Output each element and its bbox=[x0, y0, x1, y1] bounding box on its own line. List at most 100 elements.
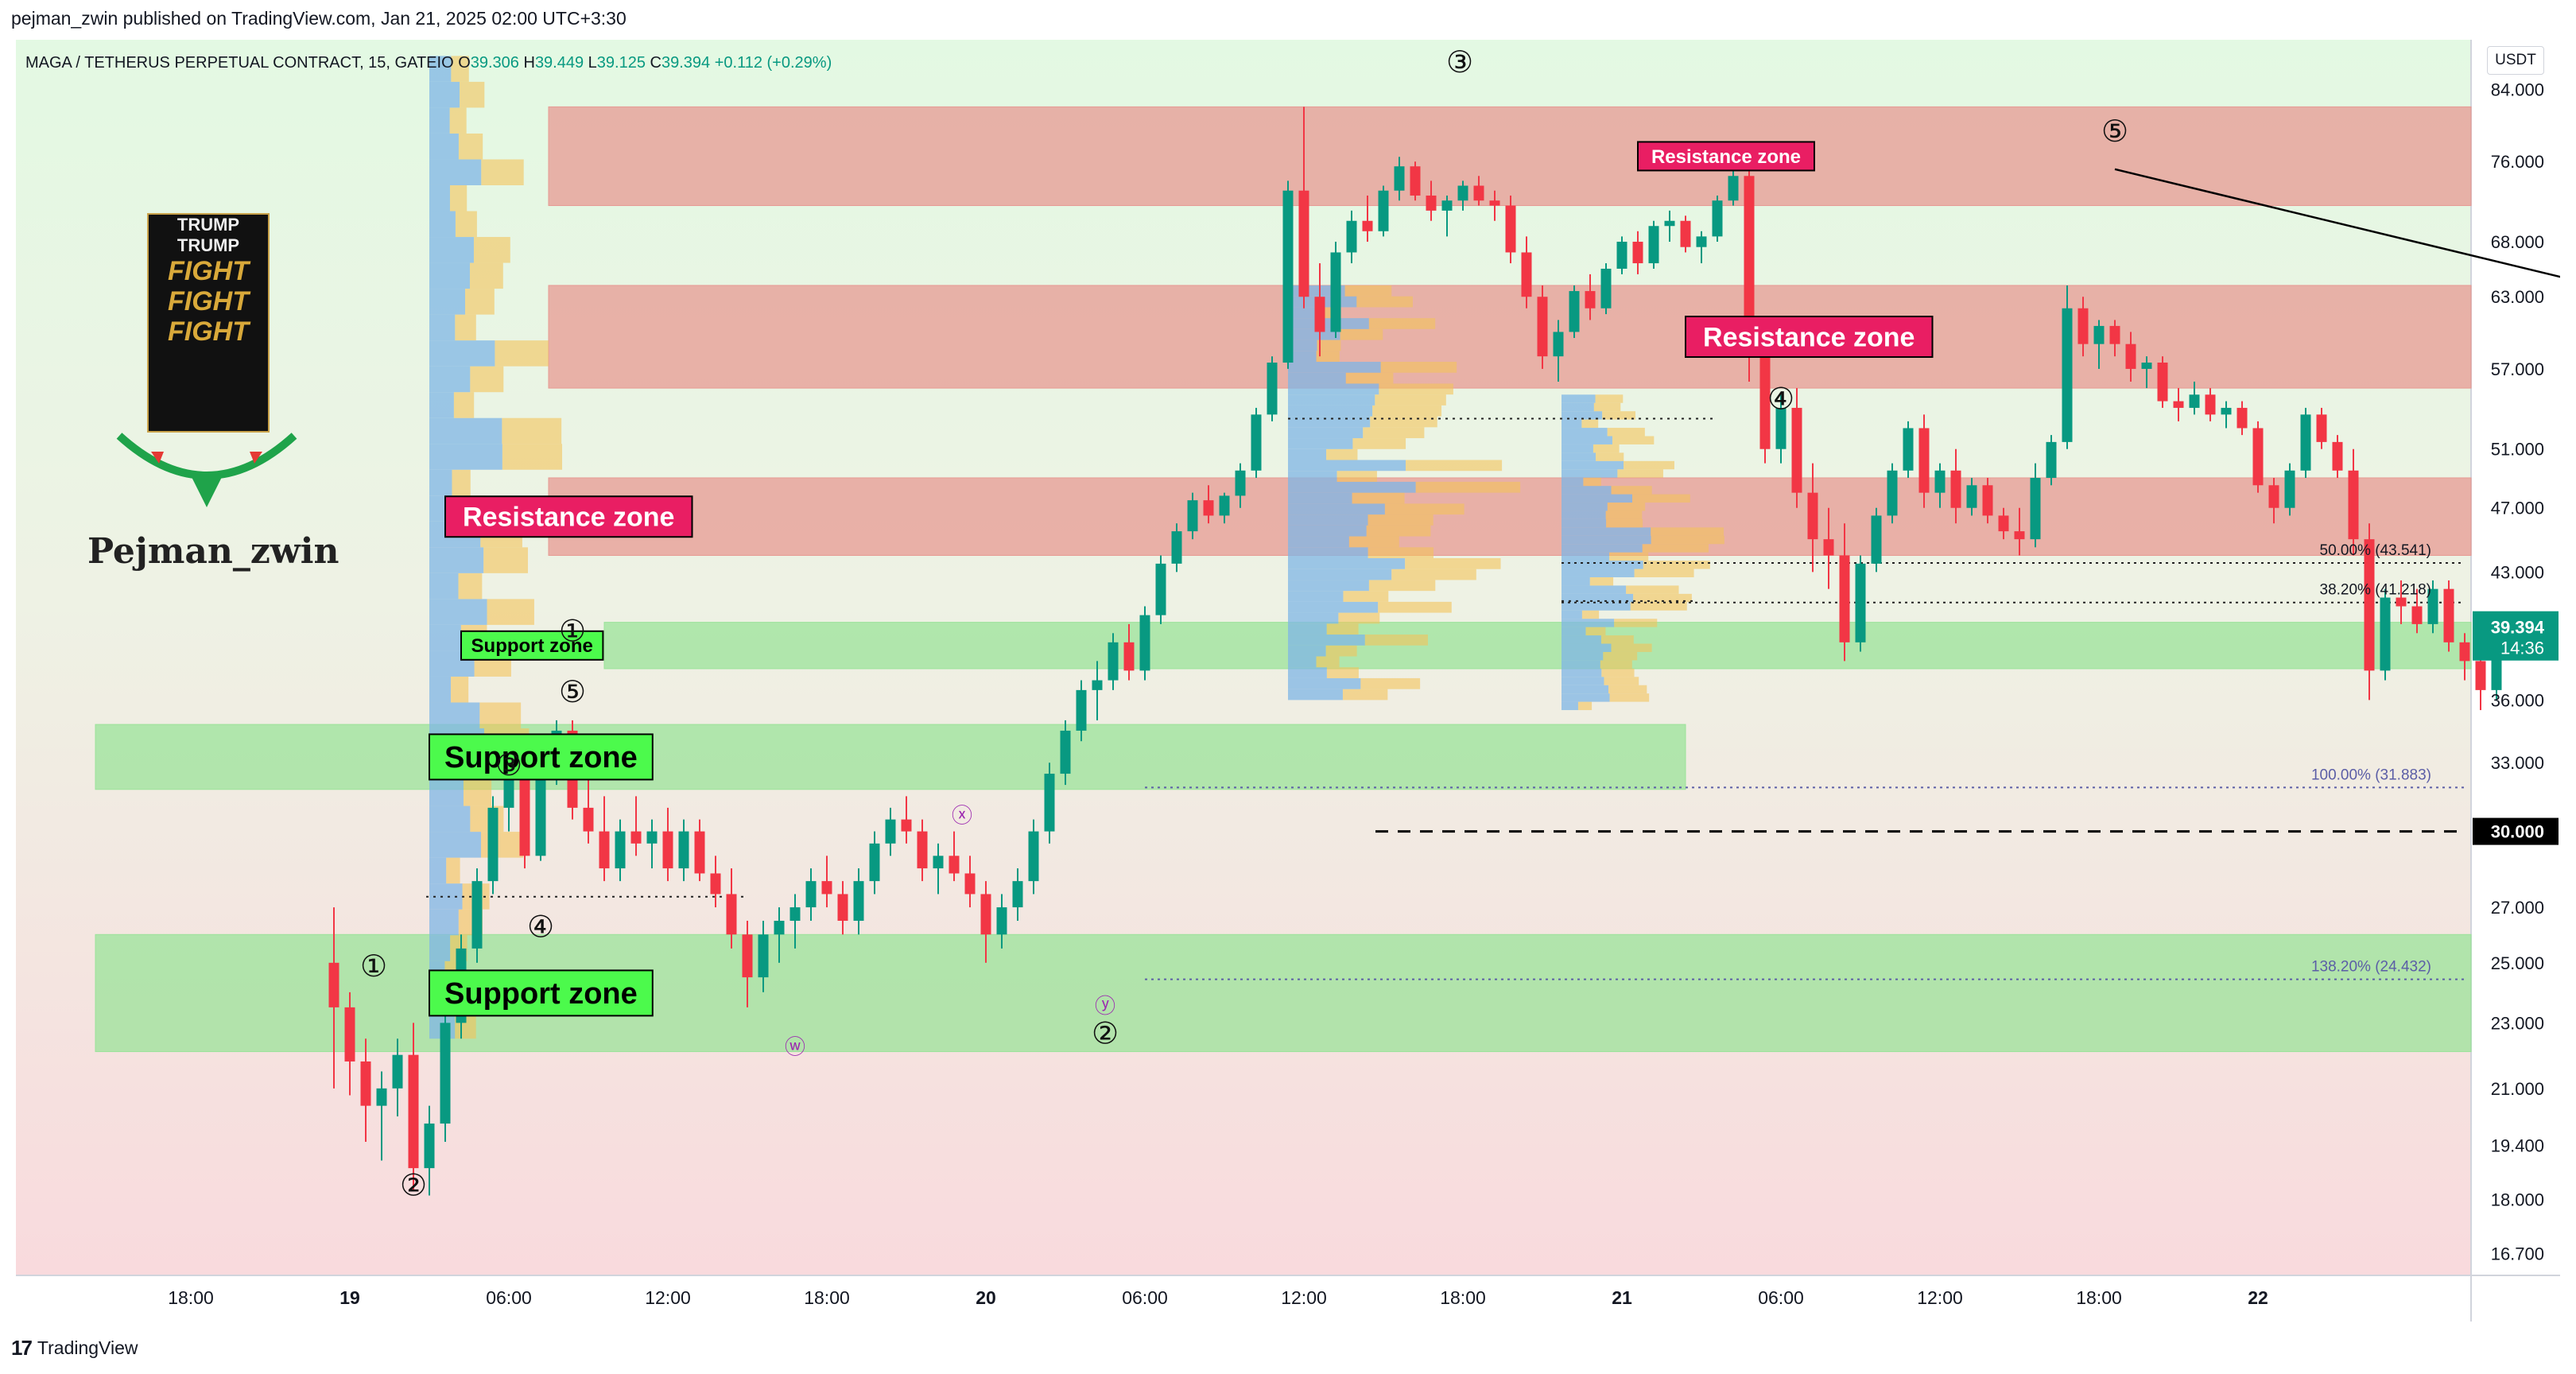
x-tick-11: 12:00 bbox=[1917, 1287, 1963, 1308]
candle-body-19 bbox=[630, 831, 642, 844]
profile-bar bbox=[1352, 492, 1405, 504]
profile-bar bbox=[1288, 492, 1352, 504]
candle-body-56 bbox=[1219, 495, 1230, 516]
candle-body-13 bbox=[535, 763, 546, 856]
profile-bar bbox=[1343, 591, 1389, 602]
profile-bar bbox=[429, 159, 482, 185]
profile-bar bbox=[429, 184, 450, 212]
profile-bar bbox=[1288, 372, 1346, 384]
candle-body-122 bbox=[2268, 485, 2279, 508]
profile-bar bbox=[1316, 656, 1340, 668]
profile-bar bbox=[429, 857, 447, 884]
footer-brand[interactable]: TradingView bbox=[37, 1337, 138, 1358]
candle-body-65 bbox=[1362, 220, 1373, 231]
candle-body-23 bbox=[694, 831, 705, 874]
y-tick-9: 33.000 bbox=[2491, 753, 2544, 773]
profile-bar bbox=[429, 547, 484, 573]
profile-bar bbox=[1583, 477, 1601, 487]
price-chart[interactable]: Resistance zone Resistance zone Resistance… bbox=[16, 40, 2560, 1322]
profile-bar bbox=[429, 444, 502, 470]
profile-bar bbox=[1562, 419, 1582, 429]
candle-body-7 bbox=[440, 1023, 451, 1124]
profile-bar bbox=[1595, 394, 1624, 403]
profile-bar bbox=[1562, 486, 1612, 495]
candle-body-6 bbox=[424, 1124, 435, 1169]
profile-bar bbox=[470, 262, 503, 289]
profile-bar bbox=[1288, 448, 1327, 460]
candle-body-22 bbox=[678, 831, 689, 869]
poster-fight-3: FIGHT bbox=[168, 316, 249, 347]
profile-bar bbox=[1384, 503, 1465, 515]
candle-body-134 bbox=[2459, 642, 2470, 662]
candle-body-100 bbox=[1918, 428, 1930, 493]
profile-bar bbox=[1600, 660, 1632, 669]
candle-body-20 bbox=[646, 831, 658, 844]
profile-bar bbox=[455, 211, 477, 238]
profile-bar bbox=[1617, 469, 1663, 478]
zone-label-box-5 bbox=[429, 969, 654, 1017]
candle-body-111 bbox=[2093, 325, 2105, 344]
candle-body-31 bbox=[821, 881, 832, 895]
profile-bar bbox=[1562, 635, 1601, 644]
candle-body-32 bbox=[837, 894, 848, 922]
candle-body-27 bbox=[758, 934, 769, 978]
profile-bar bbox=[1562, 561, 1643, 569]
profile-bar bbox=[1562, 677, 1604, 685]
candle-body-123 bbox=[2284, 470, 2295, 508]
y-tick-17: 16.700 bbox=[2491, 1244, 2544, 1263]
profile-bar bbox=[1611, 486, 1652, 495]
x-tick-5: 20 bbox=[976, 1287, 996, 1308]
candle-body-124 bbox=[2300, 414, 2311, 471]
tradingview-logo-icon[interactable]: 17 bbox=[11, 1336, 33, 1360]
candle-body-68 bbox=[1410, 166, 1421, 196]
candle-body-10 bbox=[487, 807, 499, 882]
candle-body-17 bbox=[599, 831, 610, 869]
profile-bar bbox=[502, 417, 562, 444]
chart-frame[interactable]: Resistance zone Resistance zone Resistance… bbox=[16, 40, 2560, 1322]
low-label: L bbox=[588, 54, 597, 72]
candle-body-117 bbox=[2189, 394, 2200, 408]
profile-bar bbox=[1288, 612, 1339, 624]
candle-body-101 bbox=[1934, 470, 1946, 493]
profile-bar bbox=[1562, 576, 1590, 586]
profile-bar bbox=[429, 289, 466, 315]
last-price-box bbox=[2473, 611, 2559, 661]
profile-bar bbox=[1288, 645, 1326, 657]
profile-bar bbox=[1364, 635, 1429, 646]
wave-label-2: ⑤ bbox=[2101, 115, 2128, 149]
profile-bar bbox=[1366, 525, 1431, 537]
profile-bar bbox=[1288, 307, 1315, 319]
profile-bar bbox=[1405, 557, 1501, 569]
axis-layer: 84.000 76.000 68.000 63.000 57.000 51.000 47.0… bbox=[168, 80, 2559, 1308]
price-axis-background bbox=[2471, 40, 2560, 1322]
symbol-name[interactable]: MAGA / TETHERUS PERPETUAL CONTRACT, 15, … bbox=[25, 54, 454, 72]
profile-bar bbox=[1288, 569, 1392, 580]
fib-label-2: 100.00% (31.883) bbox=[2311, 767, 2431, 783]
candle-body-70 bbox=[1441, 200, 1453, 211]
candle-body-49 bbox=[1108, 642, 1119, 681]
profile-bar bbox=[1562, 668, 1602, 677]
profile-bar bbox=[1608, 685, 1647, 694]
profile-bar bbox=[1288, 394, 1375, 406]
profile-bar bbox=[1562, 651, 1604, 661]
profile-bar bbox=[1562, 460, 1624, 470]
y-tick-16: 18.000 bbox=[2491, 1190, 2544, 1210]
candle-body-37 bbox=[917, 831, 928, 869]
poster-fight-1: FIGHT bbox=[168, 256, 249, 286]
lines-layer bbox=[426, 168, 2560, 980]
profile-bar bbox=[455, 314, 476, 341]
profile-bar bbox=[1288, 438, 1353, 449]
candle-body-21 bbox=[662, 831, 673, 869]
candle-body-72 bbox=[1473, 185, 1484, 201]
poster-title-2: TRUMP bbox=[177, 235, 240, 255]
currency-button[interactable]: USDT bbox=[2487, 46, 2544, 75]
profile-bar bbox=[1651, 535, 1724, 545]
candle-body-96 bbox=[1855, 563, 1866, 642]
candle-body-71 bbox=[1457, 185, 1468, 201]
candle-body-66 bbox=[1378, 190, 1389, 231]
support-zone-3 bbox=[603, 622, 2472, 670]
profile-bar bbox=[1363, 427, 1425, 439]
candle-body-54 bbox=[1187, 500, 1198, 532]
profile-bar bbox=[1601, 668, 1635, 677]
profile-bar bbox=[1562, 510, 1606, 519]
